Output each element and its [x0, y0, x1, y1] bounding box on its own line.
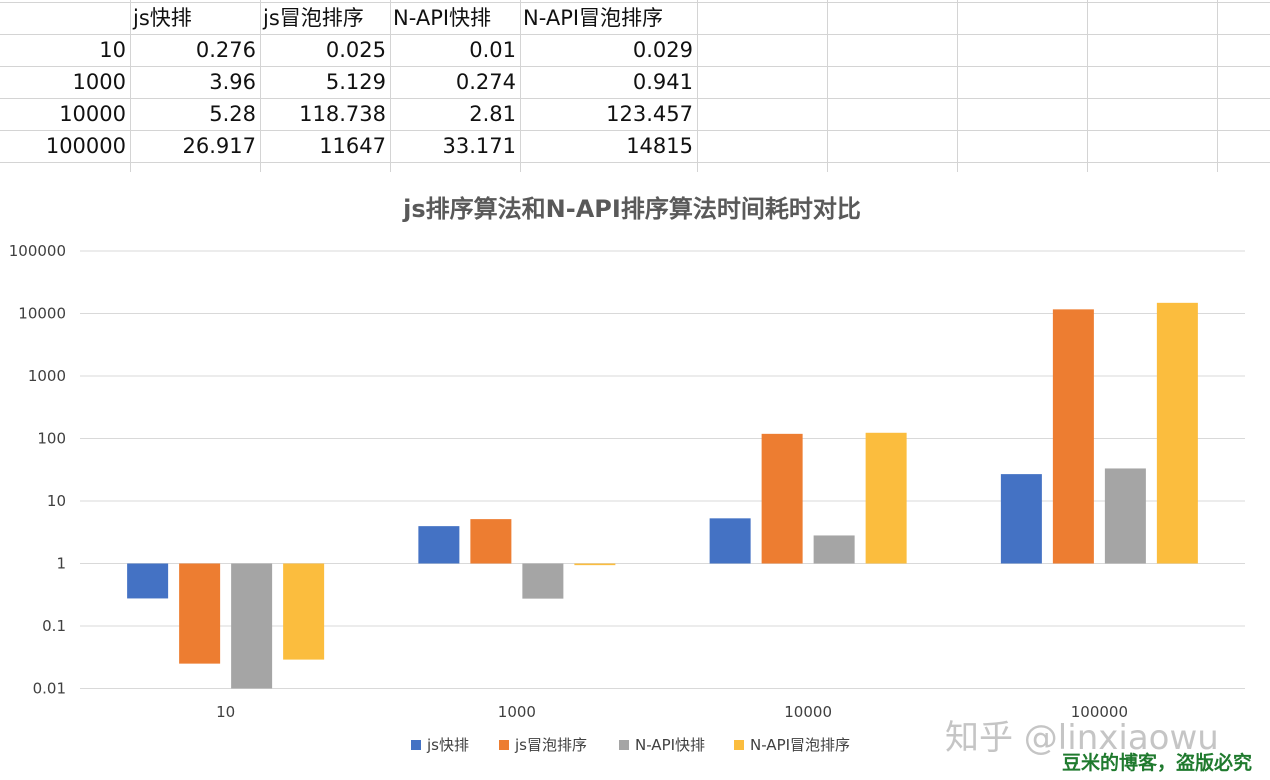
spreadsheet: js快排 js冒泡排序 N-API快排 N-API冒泡排序 10 0.276 0.025 0.…	[0, 0, 1270, 172]
watermark-text: 知乎 @linxiaowu	[945, 718, 1219, 758]
grid-line-vertical	[390, 0, 391, 172]
bar-N-API冒泡排序	[283, 563, 325, 660]
bar-N-API冒泡排序	[865, 432, 907, 564]
grid-line-horizontal	[0, 98, 1270, 99]
table-cell[interactable]: 11647	[319, 134, 386, 158]
grid-line-horizontal	[0, 130, 1270, 131]
grid-line-vertical	[1087, 0, 1088, 172]
legend-swatch	[734, 740, 744, 750]
bar-js冒泡排序	[179, 563, 221, 664]
watermark-subtext: 豆米的博客，盗版必究	[1062, 752, 1253, 774]
bar-chart: js排序算法和N-API排序算法时间耗时对比 0.01 0.1 1 10 100 1000 1…	[9, 195, 1245, 754]
bar-js快排	[418, 526, 460, 564]
table-cell[interactable]: 123.457	[606, 102, 693, 126]
legend-swatch	[619, 740, 629, 750]
table-cell[interactable]: 33.171	[442, 134, 516, 158]
legend-swatch	[499, 740, 509, 750]
table-cell[interactable]: 0.01	[469, 38, 516, 62]
y-tick-label: 0.01	[33, 680, 66, 698]
table-cell[interactable]: 0.276	[195, 38, 256, 62]
table-cell[interactable]: 14815	[626, 134, 693, 158]
bar-js冒泡排序	[1052, 309, 1094, 564]
y-tick-label: 100	[37, 430, 66, 448]
table-cell[interactable]: 5.28	[209, 102, 256, 126]
legend-label: N-API冒泡排序	[750, 736, 850, 754]
bar-N-API快排	[522, 563, 564, 599]
grid-line-horizontal	[0, 66, 1270, 67]
y-tick-label: 10000	[18, 305, 66, 323]
grid-line-vertical	[957, 0, 958, 172]
bar-N-API快排	[231, 563, 273, 689]
table-cell[interactable]: 1000	[72, 70, 126, 94]
table-cell[interactable]: 0.025	[325, 38, 386, 62]
x-tick-label: 1000	[498, 703, 536, 721]
grid-line-vertical	[827, 0, 828, 172]
legend-swatch	[411, 740, 421, 750]
legend-label: N-API快排	[635, 736, 705, 754]
bar-js快排	[1000, 474, 1042, 564]
grid-line-vertical	[260, 0, 261, 172]
table-cell[interactable]: 0.029	[632, 38, 693, 62]
table-cell[interactable]: 10000	[59, 102, 126, 126]
legend-label: js快排	[426, 736, 469, 754]
bar-N-API快排	[813, 535, 855, 564]
table-cell[interactable]: 5.129	[325, 70, 386, 94]
table-cell[interactable]: 3.96	[209, 70, 256, 94]
grid-line-horizontal	[0, 162, 1270, 163]
y-tick-label: 0.1	[42, 617, 66, 635]
bar-N-API冒泡排序	[1156, 302, 1198, 564]
y-tick-label: 100000	[9, 242, 66, 260]
y-tick-label: 10	[47, 492, 66, 510]
table-cell[interactable]: 100000	[45, 134, 126, 158]
x-tick-label: 10000	[784, 703, 832, 721]
header-cell[interactable]: N-API冒泡排序	[523, 6, 664, 30]
y-tick-label: 1000	[28, 367, 66, 385]
header-cell[interactable]: js冒泡排序	[263, 6, 364, 30]
header-cell[interactable]: N-API快排	[393, 6, 492, 30]
table-cell[interactable]: 118.738	[299, 102, 386, 126]
y-tick-label: 1	[56, 555, 66, 573]
grid-line-horizontal	[0, 34, 1270, 35]
chart-title: js排序算法和N-API排序算法时间耗时对比	[402, 195, 861, 223]
bar-N-API冒泡排序	[574, 563, 616, 566]
table-cell[interactable]: 0.941	[632, 70, 693, 94]
header-cell[interactable]: js快排	[133, 6, 192, 30]
chart-area: js排序算法和N-API排序算法时间耗时对比 0.01 0.1 1 10 100 1000 1…	[0, 172, 1270, 780]
x-tick-label: 10	[216, 703, 235, 721]
table-cell[interactable]: 10	[99, 38, 126, 62]
bar-js冒泡排序	[470, 519, 512, 564]
grid-line-vertical	[697, 0, 698, 172]
x-tick-label: 100000	[1071, 703, 1128, 721]
bar-js快排	[127, 563, 169, 599]
bar-js快排	[709, 518, 751, 564]
table-cell[interactable]: 2.81	[469, 102, 516, 126]
bar-js冒泡排序	[761, 433, 803, 564]
legend-label: js冒泡排序	[514, 736, 587, 754]
grid-line-vertical	[130, 0, 131, 172]
table-cell[interactable]: 26.917	[182, 134, 256, 158]
bar-N-API快排	[1104, 468, 1146, 564]
grid-line-vertical	[1217, 0, 1218, 172]
grid-line-vertical	[520, 0, 521, 172]
grid-line-horizontal	[0, 2, 1270, 3]
table-cell[interactable]: 0.274	[455, 70, 516, 94]
